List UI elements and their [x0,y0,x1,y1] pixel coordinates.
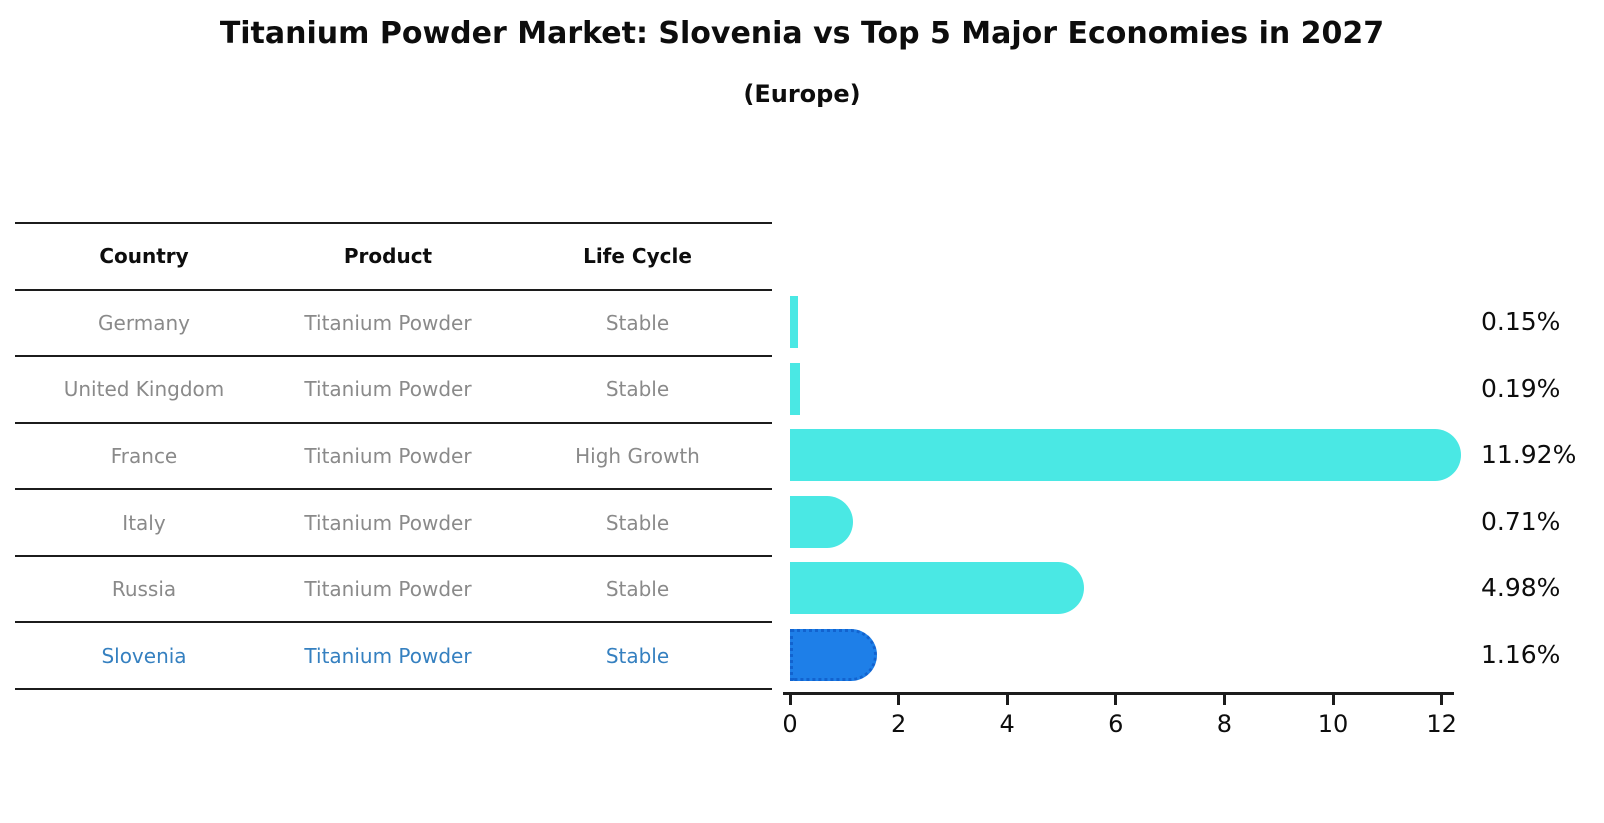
cell-life-cycle: Stable [605,643,670,668]
x-axis-line [783,692,1454,695]
cell-product: Titanium Powder [304,443,472,468]
column-header-life-cycle: Life Cycle [583,244,692,269]
chart-title: Titanium Powder Market: Slovenia vs Top … [219,16,1385,51]
value-label-france: 11.92% [1481,440,1577,470]
cell-product: Titanium Powder [304,310,472,335]
x-tick [1331,695,1335,705]
table-row-united-kingdom: United Kingdom Titanium Powder Stable [15,355,772,422]
cell-life-cycle: Stable [605,377,670,402]
table-row-slovenia: Slovenia Titanium Powder Stable [15,621,772,688]
bar-germany [790,296,799,348]
value-label-germany: 0.15% [1481,307,1561,336]
cell-life-cycle: Stable [605,577,670,602]
cell-product: Titanium Powder [304,377,472,402]
cell-product: Titanium Powder [304,577,472,602]
bar-russia [790,562,1085,615]
cell-country: France [110,443,178,468]
bar-italy [790,495,853,548]
column-header-country: Country [99,244,189,269]
bar-united-kingdom [790,362,801,415]
x-tick [1114,695,1118,705]
table-row-france: France Titanium Powder High Growth [15,421,772,489]
cell-life-cycle: Stable [605,310,670,335]
value-label-russia: 4.98% [1481,573,1561,603]
chart-subtitle: (Europe) [743,80,861,108]
column-header-product: Product [343,244,433,269]
cell-country: Russia [111,577,177,602]
x-tick [897,695,901,705]
x-tick-label: 12 [1426,710,1457,738]
cell-country: Germany [98,310,190,335]
cell-life-cycle: Stable [605,510,670,535]
cell-life-cycle: High Growth [575,443,700,468]
value-label-italy: 0.71% [1481,506,1561,536]
table-header-row: Country Product Life Cycle [15,222,772,289]
x-tick [1440,695,1444,705]
table-row-italy: Italy Titanium Powder Stable [15,488,772,555]
cell-country: Slovenia [101,643,187,668]
value-label-united-kingdom: 0.19% [1481,373,1561,403]
x-tick-label: 4 [999,710,1015,738]
value-label-slovenia: 1.16% [1481,639,1561,669]
x-tick-label: 8 [1216,710,1233,738]
table-row-russia: Russia Titanium Powder Stable [15,554,772,622]
x-tick [788,695,792,705]
cell-country: Italy [122,510,166,535]
x-tick [1222,695,1226,705]
info-table: Country Product Life Cycle Germany Titanium … [15,222,772,690]
table-row-germany: Germany Titanium Powder Stable [15,288,772,356]
x-tick-label: 0 [782,710,798,738]
cell-country: United Kingdom [63,377,225,402]
cell-product: Titanium Powder [304,510,472,535]
x-tick [1005,695,1009,705]
bar-france [790,429,1462,482]
x-tick-label: 10 [1317,710,1349,738]
cell-product: Titanium Powder [304,643,472,668]
bar-slovenia [790,628,877,681]
x-tick-label: 6 [1108,710,1124,738]
x-tick-label: 2 [890,710,907,738]
